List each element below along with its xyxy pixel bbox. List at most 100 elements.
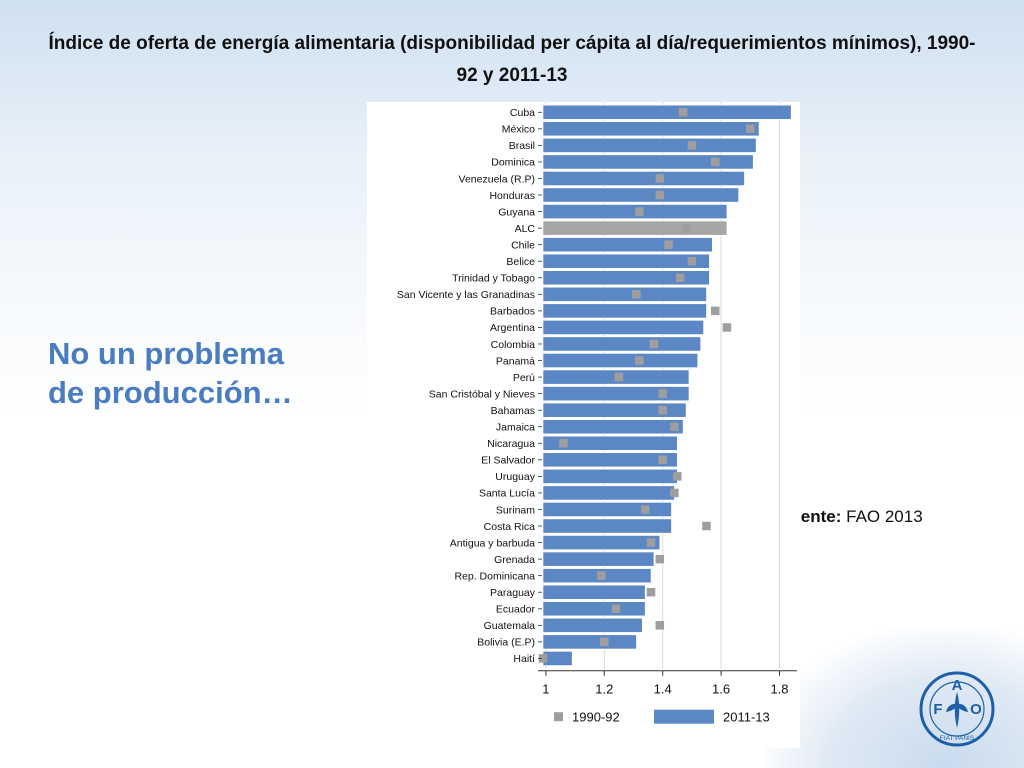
category-label: México: [502, 124, 535, 136]
logo-inner-ring: [929, 681, 985, 737]
bar-2011-13: [542, 220, 728, 236]
category-label: Venezuela (R.P): [459, 173, 535, 185]
bar-2011-13: [542, 452, 678, 468]
bar-2011-13: [542, 204, 728, 219]
fao-logo: F A O FIAT PANIS: [919, 671, 995, 747]
legend-label-2011-13: 2011-13: [723, 710, 770, 725]
bar-chart: Cuba México Brasil Dominica Venezuela (R.P) H…: [397, 102, 797, 725]
marker-1990-92: [655, 621, 665, 630]
logo-motto: FIAT PANIS: [940, 735, 975, 742]
bar-2011-13: [542, 386, 690, 402]
x-tick-label: 1: [542, 682, 549, 697]
subtitle-line-2: de producción…: [48, 375, 293, 410]
bar-2011-13: [542, 601, 646, 617]
category-label: Cuba: [510, 107, 535, 119]
marker-1990-92: [673, 472, 682, 481]
category-label: San Vicente y las Granadinas: [397, 289, 535, 301]
marker-1990-92: [559, 439, 568, 448]
category-label: Bolivia (E.P): [477, 637, 535, 649]
marker-1990-92: [655, 190, 665, 200]
marker-1990-92: [646, 538, 656, 547]
marker-1990-92: [635, 356, 644, 365]
category-label: Bahamas: [491, 405, 535, 417]
category-label: Chile: [511, 239, 535, 251]
marker-1990-92: [614, 372, 624, 382]
marker-1990-92: [632, 290, 641, 299]
marker-1990-92: [646, 587, 656, 597]
marker-1990-92: [746, 124, 755, 134]
marker-1990-92: [640, 505, 650, 514]
wheat-leaf-right: [957, 703, 968, 712]
axis-layer: 1 1.2 1.4 1.6 1.8: [538, 111, 797, 697]
category-label: Panamá: [496, 355, 535, 367]
wheat-leaf-left: [946, 703, 957, 712]
category-label: Antigua y barbuda: [450, 537, 535, 549]
slide-subtitle: No un problema de producción…: [48, 334, 348, 412]
bar-2011-13: [542, 568, 652, 584]
category-label: Dominica: [491, 157, 535, 169]
marker-1990-92: [597, 571, 606, 580]
bar-2011-13: [542, 187, 739, 203]
legend-swatch-1990-92: [554, 712, 563, 722]
marker-1990-92: [649, 339, 659, 349]
bar-2011-13: [542, 617, 643, 633]
category-label: Ecuador: [496, 604, 536, 616]
legend-label-1990-92: 1990-92: [572, 710, 620, 725]
marker-1990-92: [711, 157, 720, 167]
category-label: Grenada: [494, 554, 535, 566]
category-label: Surinam: [496, 504, 535, 516]
category-label: Argentina: [490, 322, 535, 334]
marker-1990-92: [600, 637, 609, 647]
category-label: Colombia: [491, 339, 536, 351]
category-label: ALC: [515, 223, 536, 235]
marker-1990-92: [655, 174, 665, 183]
category-label: Guyana: [498, 206, 535, 218]
category-label: Haití: [513, 653, 535, 665]
bar-2011-13: [542, 104, 792, 120]
legend: 1990-92 2011-13: [554, 709, 770, 725]
category-label: Trinidad y Tobago: [452, 273, 535, 285]
marker-1990-92: [675, 273, 685, 283]
marker-layer: [538, 108, 755, 663]
logo-letter-o: O: [970, 701, 982, 718]
source-value: FAO 2013: [846, 507, 923, 526]
source-note: Fuente: FAO 2013: [780, 507, 923, 527]
wheat-icon: [954, 692, 960, 728]
marker-1990-92: [711, 306, 720, 316]
bar-2011-13: [542, 551, 655, 567]
bar-2011-13: [542, 435, 678, 451]
category-label: Honduras: [489, 190, 535, 202]
bar-2011-13: [542, 253, 710, 269]
marker-1990-92: [678, 108, 688, 117]
grid-layer: [538, 102, 797, 669]
category-label: Santa Lucía: [479, 488, 535, 500]
bar-2011-13: [542, 419, 684, 435]
bar-2011-13: [542, 171, 745, 186]
subtitle-line-1: No un problema: [48, 336, 284, 371]
bar-2011-13: [542, 137, 757, 153]
bar-2011-13: [542, 651, 573, 666]
category-label: Costa Rica: [484, 521, 536, 533]
category-label-layer: Cuba México Brasil Dominica Venezuela (R.P) H…: [397, 107, 536, 665]
marker-1990-92: [664, 240, 673, 249]
category-label: El Salvador: [481, 455, 535, 467]
marker-1990-92: [611, 604, 621, 614]
marker-1990-92: [722, 323, 732, 332]
bar-2011-13: [542, 485, 675, 501]
category-label: Barbados: [490, 306, 535, 318]
bar-2011-13: [542, 535, 661, 550]
marker-1990-92: [658, 389, 667, 398]
bar-2011-13: [542, 320, 704, 335]
logo-ring: [919, 671, 995, 747]
bar-2011-13: [542, 237, 713, 253]
background-cloud: [764, 628, 1024, 768]
marker-1990-92: [658, 455, 667, 465]
x-tick-label: 1.8: [770, 682, 788, 697]
marker-1990-92: [681, 223, 691, 233]
category-label: Perú: [513, 372, 535, 384]
category-label: Nicaragua: [487, 438, 535, 450]
marker-1990-92: [670, 422, 679, 431]
bar-2011-13: [542, 286, 707, 302]
marker-1990-92: [658, 405, 667, 415]
category-label: San Cristóbal y Nieves: [429, 388, 535, 400]
